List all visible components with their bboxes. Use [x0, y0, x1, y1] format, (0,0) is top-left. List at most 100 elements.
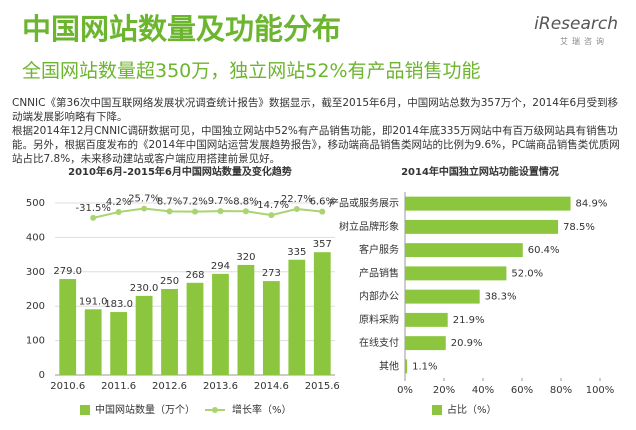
data-label: 84.9% [576, 199, 608, 210]
legend-swatch [432, 405, 442, 415]
growth-point [242, 208, 249, 215]
bar [84, 309, 102, 375]
bar [288, 259, 306, 375]
y-tick-label: 在线支付 [359, 336, 399, 349]
data-label: 4.2% [106, 197, 131, 208]
data-label: 294 [211, 261, 230, 272]
data-label: 78.5% [563, 222, 595, 233]
growth-point [319, 208, 326, 215]
data-label: 335 [287, 247, 306, 258]
x-tick-label: 20% [433, 385, 455, 396]
y-tick-label: 客户服务 [359, 243, 399, 256]
bar [405, 196, 571, 211]
logo-sub: 艾瑞咨询 [560, 37, 608, 46]
data-label: 1.1% [412, 361, 437, 372]
data-label: 52.0% [511, 268, 543, 279]
y-tick-label: 内部办公 [359, 290, 399, 303]
bar [405, 359, 408, 374]
data-label: 183.0 [104, 299, 133, 310]
data-label: 268 [185, 270, 204, 281]
bar [405, 289, 480, 304]
x-tick-label: 2015.6 [305, 381, 340, 392]
bar [237, 264, 255, 375]
y-tick-label: 100 [26, 336, 45, 347]
legend-swatch [212, 407, 218, 413]
x-tick-label: 40% [472, 385, 494, 396]
legend-label: 增长率（%） [232, 403, 292, 416]
y-tick-label: 200 [26, 301, 45, 312]
paragraph: CNNIC《第36次中国互联网络发展状况调查统计报告》数据显示，截至2015年6… [12, 97, 619, 123]
growth-point [90, 214, 97, 221]
page-title: 中国网站数量及功能分布 [22, 12, 342, 46]
y-tick-label: 产品销售 [359, 266, 399, 279]
bar [313, 252, 331, 375]
y-tick-label: 0 [39, 370, 45, 381]
x-tick-label: 2011.6 [101, 381, 136, 392]
data-label: 191.0 [79, 296, 108, 307]
x-tick-label: 2013.6 [203, 381, 238, 392]
y-tick-label: 产品或服务展示 [329, 197, 399, 210]
legend-swatch [80, 405, 90, 415]
legend-label: 占比（%） [447, 403, 497, 416]
growth-point [217, 208, 224, 215]
x-tick-label: 2012.6 [152, 381, 187, 392]
data-label: 279.0 [53, 266, 82, 277]
page-subtitle: 全国网站数量超350万，独立网站52%有产品销售功能 [22, 60, 481, 82]
x-tick-label: 60% [511, 385, 533, 396]
data-label: 21.9% [453, 315, 485, 326]
paragraph: 根据2014年12月CNNIC调研数据可见，中国独立网站中52%有产品销售功能，… [12, 125, 620, 165]
bar [59, 279, 77, 375]
growth-point [192, 208, 198, 215]
data-label: 230.0 [130, 283, 159, 294]
data-label: 273 [262, 268, 281, 279]
y-tick-label: 300 [26, 267, 45, 278]
growth-point [293, 206, 300, 213]
x-tick-label: 2014.6 [254, 381, 289, 392]
growth-point [115, 209, 122, 216]
data-label: 38.3% [485, 292, 517, 303]
bar [405, 243, 523, 258]
data-label: 20.9% [451, 338, 483, 349]
bar [405, 336, 446, 351]
x-tick-label: 2010.6 [50, 381, 85, 392]
y-tick-label: 400 [26, 232, 45, 243]
chart-title: 2014年中国独立网站功能设置情况 [401, 165, 559, 178]
y-tick-label: 其他 [379, 359, 399, 372]
data-label: 9.7% [208, 196, 233, 207]
logo: iResearch [534, 14, 618, 34]
bar [161, 289, 178, 375]
bar [405, 219, 559, 234]
bar [212, 273, 229, 375]
growth-line [92, 207, 323, 219]
x-tick-label: 0% [397, 385, 413, 396]
growth-point [268, 212, 275, 219]
data-label: 6.6% [310, 197, 335, 208]
data-label: 8.8% [233, 196, 258, 207]
chart-title: 2010年6月-2015年6月中国网站数量及变化趋势 [68, 165, 292, 178]
legend-label: 中国网站数量（万个） [95, 403, 195, 416]
bar [186, 282, 204, 375]
y-tick-label: 500 [26, 198, 45, 209]
data-label: 250 [160, 276, 179, 287]
body-text: CNNIC《第36次中国互联网络发展状况调查统计报告》数据显示，截至2015年6… [12, 96, 622, 166]
bar [262, 281, 280, 375]
growth-point [166, 208, 173, 215]
data-label: -14.7% [254, 200, 289, 211]
x-tick-label: 80% [550, 385, 572, 396]
y-tick-label: 原料采购 [359, 313, 399, 326]
bar [405, 266, 507, 281]
y-tick-label: 树立品牌形象 [339, 220, 399, 233]
data-label: 7.2% [182, 197, 207, 208]
data-label: 320 [236, 252, 255, 263]
data-label: 22.7% [281, 194, 313, 205]
bar [135, 295, 153, 375]
data-label: 357 [313, 239, 332, 250]
data-label: 8.7% [157, 196, 182, 207]
data-label: -31.5% [75, 203, 110, 214]
data-label: 25.7% [128, 194, 160, 205]
growth-point [141, 205, 148, 212]
data-label: 60.4% [528, 245, 560, 256]
x-tick-label: 100% [586, 385, 615, 396]
